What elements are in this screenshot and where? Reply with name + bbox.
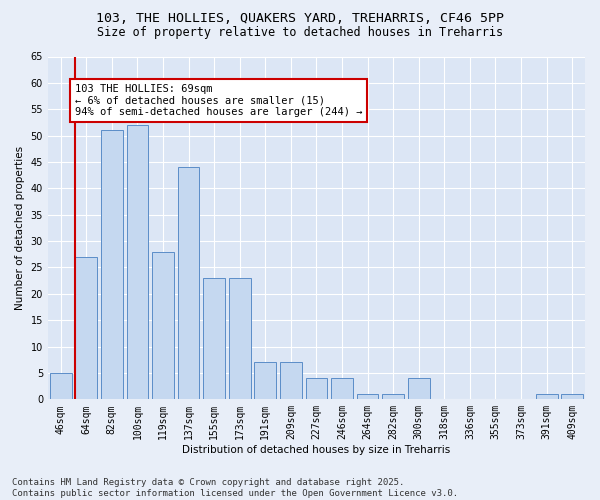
Bar [229, 278, 251, 400]
Bar [152, 252, 174, 400]
Bar [101, 130, 123, 400]
Text: 103 THE HOLLIES: 69sqm
← 6% of detached houses are smaller (15)
94% of semi-deta: 103 THE HOLLIES: 69sqm ← 6% of detached … [75, 84, 362, 117]
Bar [76, 257, 97, 400]
Text: Contains HM Land Registry data © Crown copyright and database right 2025.
Contai: Contains HM Land Registry data © Crown c… [12, 478, 458, 498]
Y-axis label: Number of detached properties: Number of detached properties [15, 146, 25, 310]
Bar [562, 394, 583, 400]
Text: Size of property relative to detached houses in Treharris: Size of property relative to detached ho… [97, 26, 503, 39]
Bar [280, 362, 302, 400]
Bar [50, 373, 71, 400]
Text: 103, THE HOLLIES, QUAKERS YARD, TREHARRIS, CF46 5PP: 103, THE HOLLIES, QUAKERS YARD, TREHARRI… [96, 12, 504, 26]
Bar [127, 125, 148, 400]
Bar [178, 168, 199, 400]
Bar [305, 378, 328, 400]
Bar [203, 278, 225, 400]
X-axis label: Distribution of detached houses by size in Treharris: Distribution of detached houses by size … [182, 445, 451, 455]
Bar [357, 394, 379, 400]
Bar [331, 378, 353, 400]
Bar [408, 378, 430, 400]
Bar [382, 394, 404, 400]
Bar [536, 394, 557, 400]
Bar [254, 362, 276, 400]
